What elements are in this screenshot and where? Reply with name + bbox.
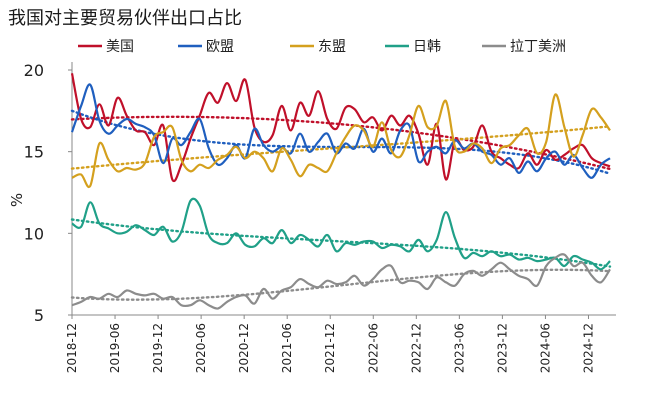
trend-line — [70, 218, 612, 268]
y-tick-label: 15 — [24, 143, 44, 162]
series-line — [71, 197, 611, 271]
legend-label: 日韩 — [413, 39, 441, 55]
x-tick-label: 2021-12 — [323, 323, 337, 373]
legend-label: 欧盟 — [206, 39, 234, 55]
x-tick-label: 2022-06 — [366, 323, 380, 373]
y-tick-label: 5 — [34, 306, 44, 325]
x-tick-label: 2023-12 — [495, 323, 509, 373]
legend-label: 拉丁美洲 — [510, 39, 566, 55]
axes: 5 10 15 20% 2018-12 2019-06 2019-12 2020-06 2020… — [8, 61, 616, 373]
legend-label: 东盟 — [318, 39, 346, 55]
series-lines — [70, 73, 611, 310]
y-axis-label: % — [8, 193, 26, 207]
x-tick-label: 2019-12 — [151, 323, 165, 373]
series-line — [71, 253, 611, 310]
x-tick-label: 2022-12 — [409, 323, 423, 373]
x-tick-label: 2020-06 — [194, 323, 208, 373]
x-tick-label: 2019-06 — [108, 323, 122, 373]
x-tick-label: 2024-12 — [581, 323, 595, 373]
x-tick-label: 2021-06 — [280, 323, 294, 373]
x-tick-label: 2024-06 — [538, 323, 552, 373]
series-line — [70, 83, 611, 179]
trend-line — [70, 115, 612, 171]
x-tick-label: 2020-12 — [237, 323, 251, 373]
series-line — [71, 93, 611, 189]
legend-label: 美国 — [106, 39, 134, 55]
x-tick-label: 2023-06 — [452, 323, 466, 373]
x-tick-label: 2018-12 — [65, 323, 79, 373]
y-tick-label: 20 — [24, 61, 44, 80]
trend-line — [70, 109, 612, 175]
legend: 美国 欧盟 东盟 日韩 拉丁美洲 — [78, 39, 566, 55]
chart-title: 我国对主要贸易伙伴出口占比 — [8, 8, 242, 29]
y-tick-label: 10 — [24, 224, 44, 243]
series-line — [70, 73, 611, 183]
